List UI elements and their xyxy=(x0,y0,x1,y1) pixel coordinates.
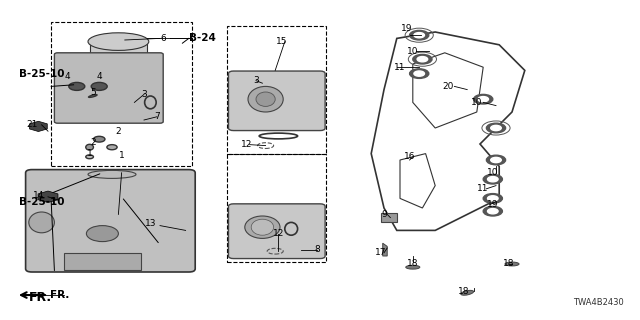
Ellipse shape xyxy=(29,212,54,233)
Ellipse shape xyxy=(86,155,93,159)
Circle shape xyxy=(483,174,502,184)
Polygon shape xyxy=(383,243,387,256)
FancyBboxPatch shape xyxy=(228,71,325,131)
Ellipse shape xyxy=(88,33,149,51)
FancyBboxPatch shape xyxy=(26,170,195,272)
FancyBboxPatch shape xyxy=(54,53,163,123)
Text: 12: 12 xyxy=(241,140,252,148)
Text: 10: 10 xyxy=(407,47,419,56)
Circle shape xyxy=(410,69,429,78)
Circle shape xyxy=(413,54,432,64)
Text: 16: 16 xyxy=(404,152,415,161)
Text: 19: 19 xyxy=(401,24,412,33)
Text: B-25-10: B-25-10 xyxy=(19,68,65,79)
Ellipse shape xyxy=(248,86,283,112)
Circle shape xyxy=(488,196,498,201)
Text: B-24: B-24 xyxy=(189,33,216,44)
Text: B-25-10: B-25-10 xyxy=(19,196,65,207)
Bar xyxy=(381,213,397,222)
Text: 7: 7 xyxy=(154,112,159,121)
Text: 1: 1 xyxy=(119,151,124,160)
Text: 8: 8 xyxy=(314,245,319,254)
Circle shape xyxy=(483,206,502,216)
Text: 1: 1 xyxy=(87,149,92,158)
Text: 14: 14 xyxy=(33,191,44,200)
Text: 9: 9 xyxy=(381,210,387,219)
Circle shape xyxy=(414,33,424,38)
Text: 12: 12 xyxy=(273,229,284,238)
Circle shape xyxy=(491,125,501,131)
Ellipse shape xyxy=(461,290,474,295)
Text: 10: 10 xyxy=(471,98,483,107)
Ellipse shape xyxy=(92,83,108,91)
Ellipse shape xyxy=(256,92,275,106)
Text: FR.: FR. xyxy=(50,290,69,300)
Text: 18: 18 xyxy=(458,287,470,296)
Text: 20: 20 xyxy=(442,82,454,91)
Ellipse shape xyxy=(88,171,136,179)
Text: 15: 15 xyxy=(276,37,287,46)
Ellipse shape xyxy=(69,83,84,91)
Circle shape xyxy=(488,177,498,182)
Text: 21: 21 xyxy=(26,120,38,129)
Circle shape xyxy=(417,57,428,62)
Circle shape xyxy=(486,155,506,165)
Text: 18: 18 xyxy=(407,260,419,268)
Text: 19: 19 xyxy=(487,200,499,209)
Text: 13: 13 xyxy=(145,220,156,228)
Text: 10: 10 xyxy=(487,168,499,177)
Text: FR.: FR. xyxy=(29,291,52,304)
Ellipse shape xyxy=(406,265,420,269)
Ellipse shape xyxy=(107,145,117,150)
FancyBboxPatch shape xyxy=(228,204,325,259)
Text: 3: 3 xyxy=(141,90,147,99)
Ellipse shape xyxy=(505,262,519,266)
Circle shape xyxy=(483,194,502,203)
Circle shape xyxy=(491,157,501,163)
Ellipse shape xyxy=(86,226,118,242)
Text: 4: 4 xyxy=(97,72,102,81)
Ellipse shape xyxy=(244,216,280,238)
Circle shape xyxy=(474,94,493,104)
Polygon shape xyxy=(38,191,58,203)
Text: 11: 11 xyxy=(394,63,406,72)
Text: 4: 4 xyxy=(65,72,70,81)
Text: 5: 5 xyxy=(90,88,95,97)
Text: TWA4B2430: TWA4B2430 xyxy=(573,298,624,307)
Text: 17: 17 xyxy=(375,248,387,257)
Text: 11: 11 xyxy=(477,184,489,193)
Bar xyxy=(90,42,147,54)
Bar xyxy=(64,253,141,270)
Text: 18: 18 xyxy=(503,260,515,268)
Circle shape xyxy=(488,209,498,214)
Ellipse shape xyxy=(86,144,93,150)
Ellipse shape xyxy=(93,136,105,142)
Ellipse shape xyxy=(88,95,97,97)
Text: 2: 2 xyxy=(116,127,121,136)
Circle shape xyxy=(478,97,488,102)
Text: 3: 3 xyxy=(253,76,259,84)
Text: 6: 6 xyxy=(161,34,166,43)
Circle shape xyxy=(410,30,429,40)
Text: 2: 2 xyxy=(90,138,95,147)
Circle shape xyxy=(414,71,424,76)
Circle shape xyxy=(486,123,506,133)
Polygon shape xyxy=(413,53,483,128)
Ellipse shape xyxy=(251,219,274,235)
Polygon shape xyxy=(400,154,435,208)
Polygon shape xyxy=(29,121,47,132)
